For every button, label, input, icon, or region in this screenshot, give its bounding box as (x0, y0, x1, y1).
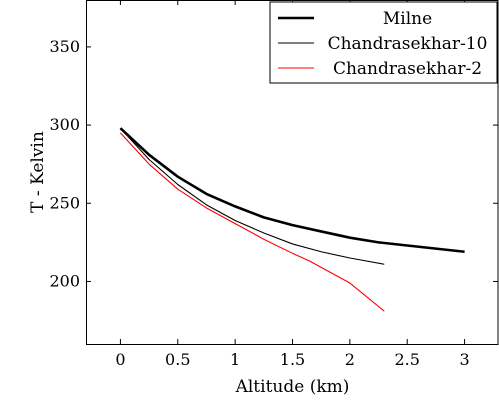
y-tick-label: 300 (49, 115, 80, 134)
legend-label: Milne (383, 9, 432, 29)
x-tick-label: 3 (459, 350, 469, 369)
x-tick-label: 2.5 (394, 350, 419, 369)
legend-label: Chandrasekhar-10 (328, 34, 488, 54)
plot-lines (119, 127, 465, 312)
x-tick-label: 0 (115, 350, 125, 369)
y-axis-label: T - Kelvin (28, 131, 48, 213)
series-line-1 (119, 127, 465, 254)
series-line-2 (120, 127, 385, 265)
x-axis-label: Altitude (km) (235, 377, 350, 397)
y-tick-label: 250 (49, 193, 80, 212)
y-tick-label: 200 (49, 271, 80, 290)
x-axis-ticks: 0 0.5 1 1.5 2 2.5 3 (115, 0, 470, 369)
x-tick-label: 2 (345, 350, 355, 369)
legend-label: Chandrasekhar-2 (333, 59, 482, 79)
x-tick-label: 0.5 (165, 350, 190, 369)
legend: Milne Chandrasekhar-10 Chandrasekhar-2 (269, 1, 498, 84)
x-tick-label: 1 (230, 350, 240, 369)
series-line-3 (120, 132, 385, 312)
y-axis-ticks: 200 250 300 350 (49, 37, 498, 290)
x-tick-label: 1.5 (280, 350, 305, 369)
y-tick-label: 350 (49, 37, 80, 56)
